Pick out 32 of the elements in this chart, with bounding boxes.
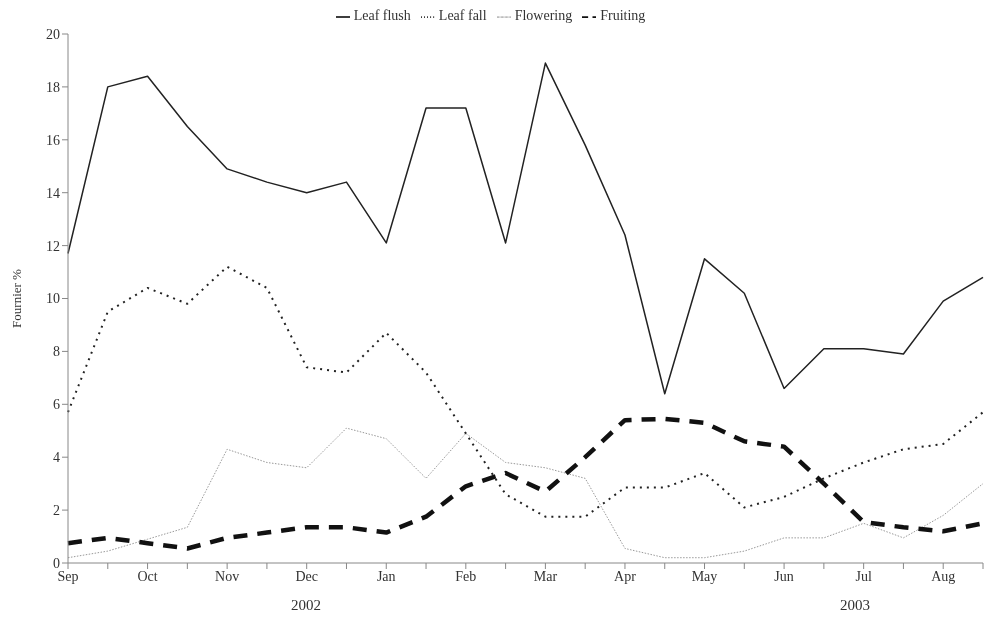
x-tick-label: Oct	[137, 568, 158, 584]
line-series	[67, 265, 984, 518]
x-tick-label: Mar	[533, 568, 558, 584]
y-tick-label: 2	[53, 503, 60, 519]
y-tick-label: 10	[46, 291, 60, 307]
y-tick-label: 14	[46, 185, 60, 201]
y-tick-label: 12	[46, 238, 60, 254]
y-tick-label: 20	[46, 26, 60, 42]
legend-label: Leaf fall	[438, 8, 487, 23]
text: 2002	[289, 597, 322, 614]
x-tick-label: Sep	[57, 568, 79, 584]
text: 2003	[838, 597, 871, 614]
y-axis-title: Fournier %	[8, 268, 24, 328]
x-tick-label: Aug	[931, 568, 956, 584]
x-tick-label: Jan	[376, 568, 396, 584]
legend-label: Leaf flush	[353, 8, 411, 23]
y-tick-label: 8	[53, 344, 60, 360]
y-tick-label: 16	[46, 132, 60, 148]
y-tick-label: 6	[53, 397, 60, 413]
legend-label: Fruiting	[600, 8, 646, 23]
y-tick-label: 4	[53, 450, 60, 466]
y-tick-label: 0	[53, 555, 60, 571]
x-tick-label: May	[691, 568, 718, 584]
x-tick-label: Apr	[614, 568, 637, 584]
x-tick-label: Jul	[855, 568, 872, 584]
y-tick-label: 18	[46, 79, 60, 95]
x-tick-label: Nov	[215, 568, 240, 584]
x-tick-label: Dec	[295, 568, 318, 584]
line-series	[67, 62, 984, 395]
x-tick-label: Feb	[455, 568, 477, 584]
x-tick-label: Jun	[774, 568, 794, 584]
legend-label: Flowering	[514, 8, 573, 23]
